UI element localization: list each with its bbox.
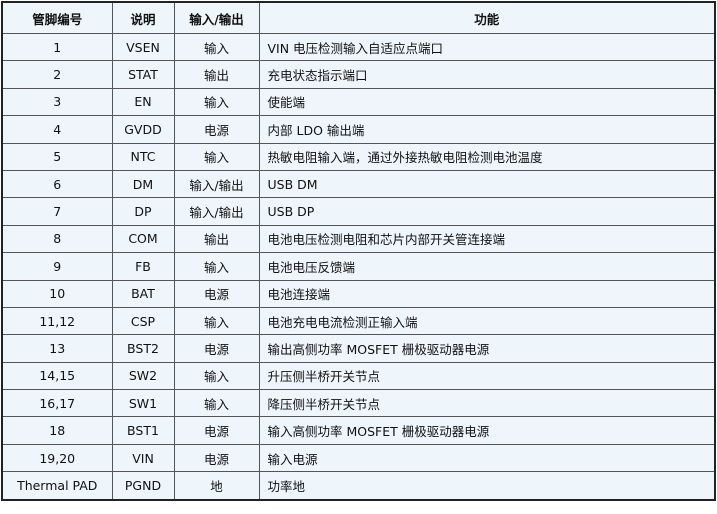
pin-function: 升压侧半桥开关节点 [258, 361, 716, 391]
table-row: 7 DP 输入/输出 USB DP [1, 197, 716, 226]
table-row: 9 FB 输入 电池电压反馈端 [1, 252, 716, 281]
pin-io: 电源 [173, 334, 260, 363]
pin-io: 输入 [173, 252, 260, 281]
pin-io: 电源 [173, 115, 260, 144]
pin-io: 输入 [173, 87, 260, 117]
header-pin-number: 管脚编号 [1, 1, 113, 34]
pin-io: 电源 [173, 416, 260, 445]
pin-number: 18 [1, 416, 113, 445]
pin-function: 使能端 [258, 87, 716, 117]
pin-io: 电源 [173, 443, 260, 473]
pin-function: 电池电压反馈端 [258, 252, 716, 281]
pin-function: 充电状态指示端口 [258, 60, 716, 89]
table-row: 8 COM 输出 电池电压检测电阻和芯片内部开关管连接端 [1, 224, 716, 254]
table-row: 18 BST1 电源 输入高侧功率 MOSFET 栅极驱动器电源 [1, 416, 716, 445]
pin-io: 输出 [173, 224, 260, 254]
table-row: 6 DM 输入/输出 USB DM [1, 169, 716, 199]
table-row: 11,12 CSP 输入 电池充电电流检测正输入端 [1, 306, 716, 336]
header-io: 输入/输出 [173, 1, 260, 34]
pin-number: 1 [1, 32, 113, 62]
table-row: 5 NTC 输入 热敏电阻输入端，通过外接热敏电阻检测电池温度 [1, 142, 716, 171]
pin-function: 电池充电电流检测正输入端 [258, 306, 716, 336]
pin-io: 输入 [173, 389, 260, 418]
pin-name: VIN [111, 443, 175, 473]
pin-name: GVDD [111, 115, 175, 144]
pin-function: USB DP [258, 197, 716, 226]
pin-number: 2 [1, 60, 113, 89]
pin-number: 11,12 [1, 306, 113, 336]
pin-name: DP [111, 197, 175, 226]
pin-io: 输入/输出 [173, 169, 260, 199]
pin-number: 4 [1, 115, 113, 144]
table-row: 4 GVDD 电源 内部 LDO 输出端 [1, 115, 716, 144]
pin-io: 电源 [173, 279, 260, 308]
pin-function: 输出高侧功率 MOSFET 栅极驱动器电源 [258, 334, 716, 363]
table-row: 14,15 SW2 输入 升压侧半桥开关节点 [1, 361, 716, 391]
table-row: 2 STAT 输出 充电状态指示端口 [1, 60, 716, 89]
pin-name: COM [111, 224, 175, 254]
pin-number: 5 [1, 142, 113, 171]
pin-number: 10 [1, 279, 113, 308]
pin-name: VSEN [111, 32, 175, 62]
pin-number: 6 [1, 169, 113, 199]
pin-function: 功率地 [258, 471, 716, 501]
table-row: 13 BST2 电源 输出高侧功率 MOSFET 栅极驱动器电源 [1, 334, 716, 363]
pin-table: 管脚编号 说明 输入/输出 功能 1 VSEN 输入 VIN 电压检测输入自适应点端口… [1, 1, 716, 501]
pin-number: 14,15 [1, 361, 113, 391]
pin-io: 输入 [173, 32, 260, 62]
pin-number: 3 [1, 87, 113, 117]
pin-function: 电池电压检测电阻和芯片内部开关管连接端 [258, 224, 716, 254]
pin-name: STAT [111, 60, 175, 89]
pin-name: PGND [111, 471, 175, 501]
pin-number: Thermal PAD [1, 471, 113, 501]
pin-function: USB DM [258, 169, 716, 199]
pin-number: 8 [1, 224, 113, 254]
header-function: 功能 [258, 1, 716, 34]
pin-function: 热敏电阻输入端，通过外接热敏电阻检测电池温度 [258, 142, 716, 171]
pin-name: BST2 [111, 334, 175, 363]
table-row: Thermal PAD PGND 地功率地 [1, 471, 716, 501]
pin-function: 输入电源 [258, 443, 716, 473]
pin-io: 输入 [173, 361, 260, 391]
table-row: 19,20 VIN 电源 输入电源 [1, 443, 716, 473]
pin-name: EN [111, 87, 175, 117]
table-row: 16,17 SW1 输入 降压侧半桥开关节点 [1, 389, 716, 418]
pin-io: 输出 [173, 60, 260, 89]
header-name: 说明 [111, 1, 175, 34]
pin-number: 16,17 [1, 389, 113, 418]
pin-number: 9 [1, 252, 113, 281]
pin-number: 7 [1, 197, 113, 226]
pin-name: BAT [111, 279, 175, 308]
pin-io: 输入 [173, 142, 260, 171]
pin-function: 电池连接端 [258, 279, 716, 308]
pin-name: BST1 [111, 416, 175, 445]
pin-io: 输入/输出 [173, 197, 260, 226]
pin-name: FB [111, 252, 175, 281]
pin-function: 内部 LDO 输出端 [258, 115, 716, 144]
pin-function: 降压侧半桥开关节点 [258, 389, 716, 418]
table-row: 10 BAT 电源 电池连接端 [1, 279, 716, 308]
table-row: 1 VSEN 输入 VIN 电压检测输入自适应点端口 [1, 32, 716, 62]
pin-name: CSP [111, 306, 175, 336]
pin-function: VIN 电压检测输入自适应点端口 [258, 32, 716, 62]
pin-io: 地 [173, 471, 260, 501]
pin-name: SW1 [111, 389, 175, 418]
pin-name: SW2 [111, 361, 175, 391]
header-row: 管脚编号 说明 输入/输出 功能 [1, 1, 716, 34]
pin-name: DM [111, 169, 175, 199]
pin-number: 13 [1, 334, 113, 363]
pin-io: 输入 [173, 306, 260, 336]
pin-number: 19,20 [1, 443, 113, 473]
table-row: 3 EN 输入 使能端 [1, 87, 716, 117]
pin-function: 输入高侧功率 MOSFET 栅极驱动器电源 [258, 416, 716, 445]
pin-name: NTC [111, 142, 175, 171]
